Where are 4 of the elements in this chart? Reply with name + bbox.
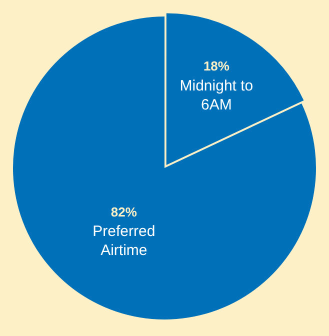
- slice-label: Midnight to 6AM: [180, 77, 254, 114]
- data-label: 82%: [110, 204, 138, 220]
- data-label: 18%: [203, 58, 230, 74]
- slice-label: Preferred Airtime: [92, 223, 156, 260]
